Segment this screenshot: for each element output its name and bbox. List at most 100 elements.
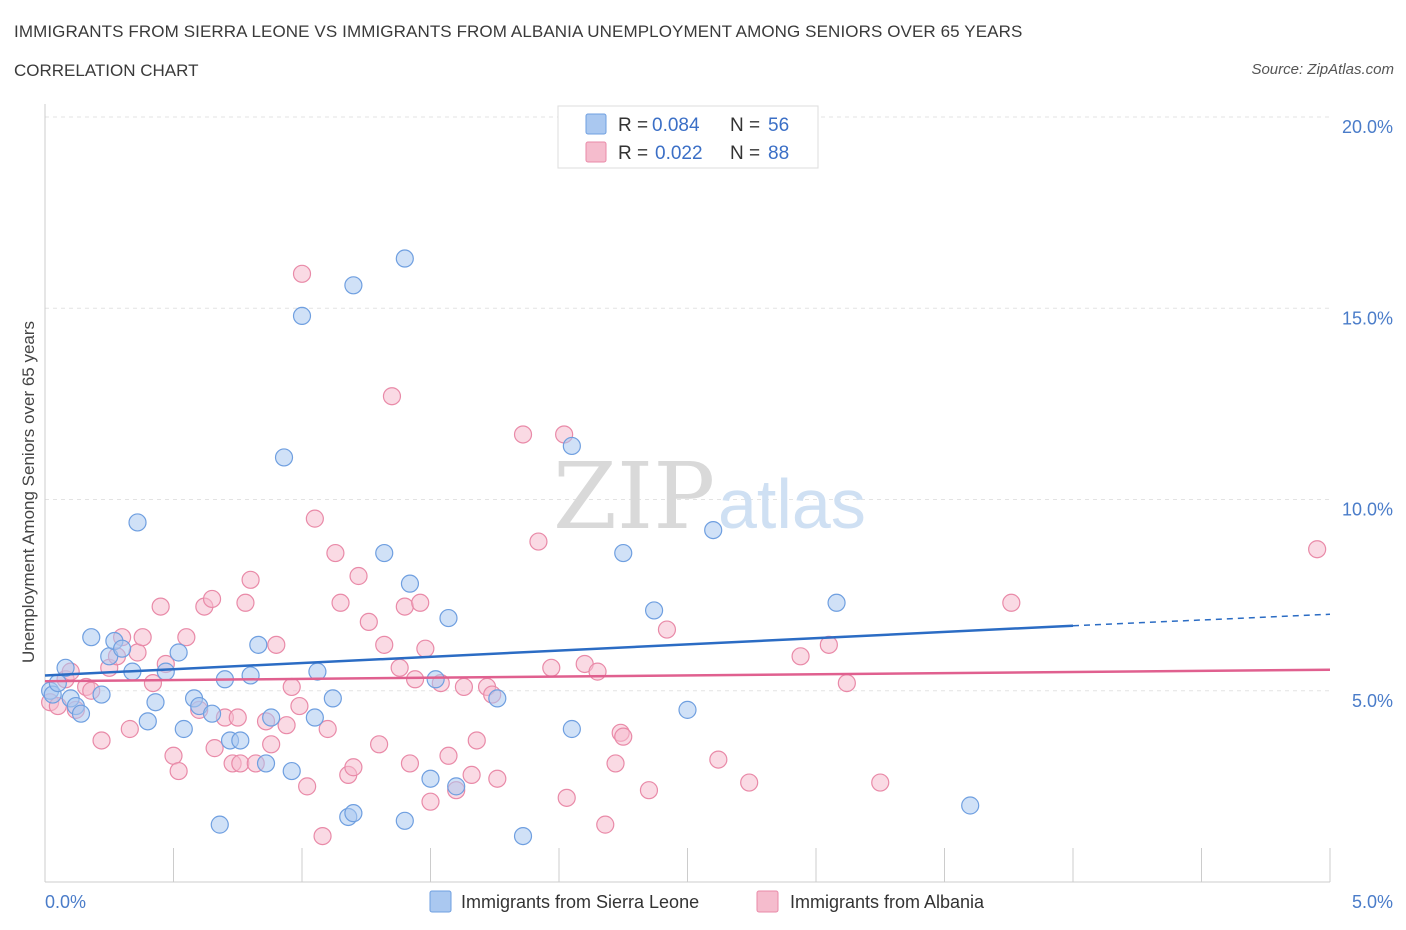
albania-point bbox=[395, 597, 414, 616]
sierra-leone-trend-extension bbox=[1072, 613, 1331, 627]
albania-point bbox=[791, 647, 810, 666]
sierra-leone-point bbox=[48, 673, 67, 693]
sierra-leone-point bbox=[256, 754, 276, 773]
albania-point bbox=[416, 639, 435, 658]
sierra-leone-trend-line bbox=[44, 624, 1074, 677]
albania-point bbox=[390, 658, 409, 677]
albania-point bbox=[382, 387, 402, 406]
albania-point bbox=[151, 597, 170, 616]
sierra-leone-point bbox=[292, 306, 312, 325]
sierra-leone-point bbox=[202, 704, 222, 723]
albania-point bbox=[318, 719, 337, 739]
albania-point bbox=[177, 628, 196, 647]
albania-point bbox=[290, 696, 309, 716]
sierra-leone-points bbox=[41, 249, 980, 846]
x-tick-label-min: 0.0% bbox=[45, 892, 86, 912]
albania-point bbox=[513, 425, 533, 444]
albania-point bbox=[292, 264, 312, 283]
albania-point bbox=[657, 620, 677, 639]
albania-trend-line bbox=[44, 668, 1331, 683]
sierra-leone-point bbox=[274, 448, 294, 467]
albania-point bbox=[228, 708, 247, 727]
albania-point bbox=[614, 727, 633, 746]
top-legend: R = 0.084 N = 56 R = 0.022 N = 88 bbox=[557, 105, 819, 169]
albania-point bbox=[305, 509, 324, 528]
albania-point bbox=[326, 543, 345, 563]
watermark: ZIP atlas bbox=[553, 443, 866, 550]
sierra-leone-point bbox=[961, 796, 980, 815]
albania-point bbox=[871, 773, 890, 792]
legend-n-value-2: 88 bbox=[768, 143, 789, 164]
sierra-leone-point bbox=[562, 436, 581, 456]
albania-point bbox=[370, 735, 389, 754]
sierra-leone-point bbox=[249, 635, 268, 654]
albania-point bbox=[462, 765, 481, 785]
albania-point bbox=[606, 754, 625, 773]
sierra-leone-point bbox=[344, 804, 363, 823]
bottom-legend-label-sierra-leone: Immigrants from Sierra Leone bbox=[461, 892, 699, 912]
albania-point bbox=[236, 593, 255, 612]
sierra-leone-point bbox=[231, 731, 250, 750]
sierra-leone-point bbox=[112, 639, 132, 658]
sierra-leone-point bbox=[488, 689, 507, 708]
albania-point bbox=[557, 788, 576, 807]
sierra-leone-point bbox=[562, 719, 581, 739]
albania-point bbox=[267, 635, 286, 654]
albania-point bbox=[282, 677, 301, 697]
albania-point bbox=[375, 635, 394, 654]
albania-point bbox=[262, 735, 281, 754]
sierra-leone-point bbox=[174, 719, 193, 739]
albania-point bbox=[133, 628, 152, 647]
bottom-legend-swatch-sierra-leone bbox=[429, 890, 452, 913]
albania-point bbox=[359, 612, 378, 632]
legend-r-value-2: 0.022 bbox=[655, 143, 703, 164]
sierra-leone-point bbox=[128, 513, 147, 532]
sierra-leone-point bbox=[262, 708, 281, 727]
albania-point bbox=[709, 750, 728, 769]
sierra-leone-point bbox=[210, 815, 229, 834]
albania-point bbox=[421, 792, 440, 811]
chart-source: Source: ZipAtlas.com bbox=[1251, 61, 1394, 78]
legend-n-label-1: N = bbox=[730, 115, 760, 136]
sierra-leone-point bbox=[56, 658, 75, 677]
albania-point bbox=[639, 781, 659, 800]
albania-point bbox=[231, 754, 250, 773]
sierra-leone-point bbox=[82, 628, 101, 647]
bottom-legend-label-albania: Immigrants from Albania bbox=[790, 892, 985, 912]
albania-point bbox=[92, 731, 111, 750]
albania-point bbox=[277, 716, 296, 735]
sierra-leone-point bbox=[644, 601, 664, 620]
albania-point bbox=[454, 677, 474, 697]
sierra-leone-point bbox=[138, 712, 157, 731]
albania-point bbox=[529, 532, 548, 551]
sierra-leone-point bbox=[323, 689, 342, 708]
albania-point bbox=[405, 670, 425, 689]
sierra-leone-point bbox=[395, 811, 414, 830]
y-tick-label: 10.0% bbox=[1342, 500, 1393, 520]
albania-point bbox=[411, 593, 430, 612]
albania-point bbox=[488, 769, 507, 788]
bottom-legend: Immigrants from Sierra Leone Immigrants … bbox=[429, 890, 985, 913]
albania-point bbox=[439, 746, 458, 765]
legend-swatch-sierra-leone bbox=[585, 113, 607, 135]
x-tick-label-max: 5.0% bbox=[1352, 892, 1393, 912]
legend-swatch-albania bbox=[585, 141, 607, 163]
albania-point bbox=[837, 673, 856, 693]
sierra-leone-point bbox=[678, 700, 697, 719]
sierra-leone-point bbox=[305, 708, 324, 727]
chart-subtitle: CORRELATION CHART bbox=[14, 61, 199, 80]
sierra-leone-point bbox=[344, 276, 363, 295]
sierra-leone-point bbox=[156, 662, 175, 681]
albania-points bbox=[41, 264, 1327, 846]
watermark-zip: ZIP bbox=[553, 443, 715, 550]
albania-point bbox=[298, 777, 317, 796]
sierra-leone-point bbox=[439, 608, 458, 628]
sierra-leone-point bbox=[282, 761, 301, 781]
sierra-leone-point bbox=[375, 543, 394, 563]
sierra-leone-point bbox=[447, 777, 466, 796]
albania-point bbox=[596, 815, 615, 834]
albania-point bbox=[1002, 593, 1021, 612]
albania-point bbox=[205, 739, 224, 758]
albania-point bbox=[349, 566, 368, 586]
